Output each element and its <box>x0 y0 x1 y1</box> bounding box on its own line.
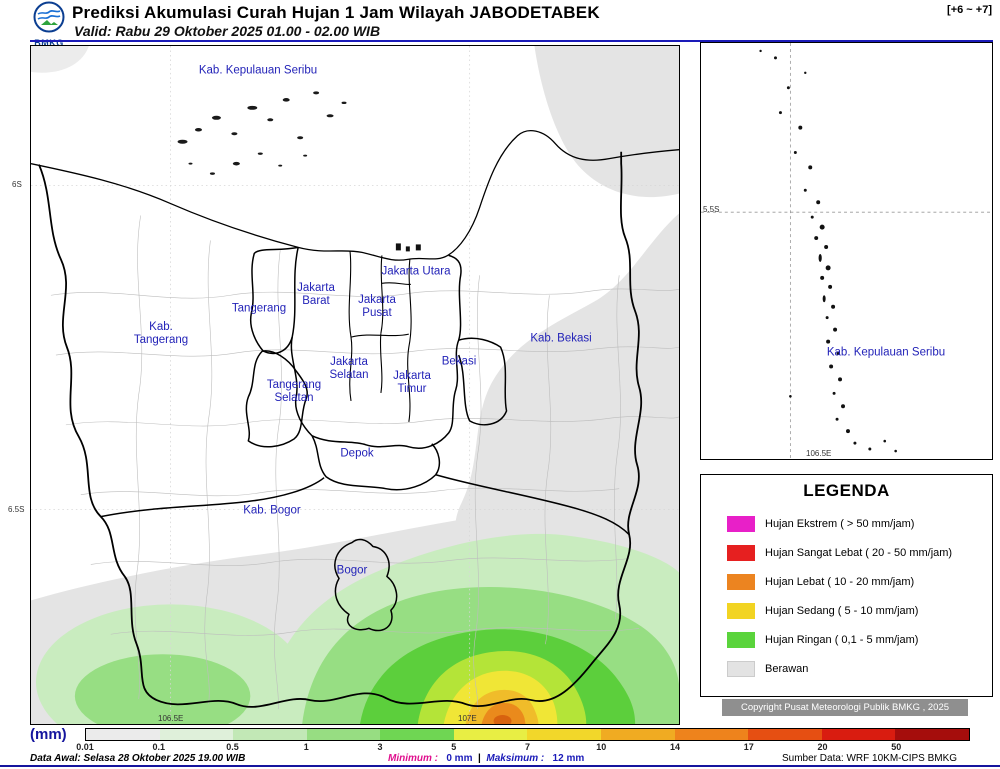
legend-label-lebat: Hujan Lebat ( 10 - 20 mm/jam) <box>765 575 915 588</box>
colorbar-tick: 0.5 <box>226 742 239 752</box>
colorbar-tick: 20 <box>817 742 828 752</box>
bmkg-logo-icon <box>33 1 65 33</box>
legend-title: LEGENDA <box>803 481 890 500</box>
region-label-bogor: Bogor <box>336 564 368 577</box>
legend-label-ekstrem: Hujan Ekstrem ( > 50 mm/jam) <box>765 517 915 530</box>
bottom-divider <box>0 765 1000 767</box>
axis-label-6s: 6S <box>12 180 22 189</box>
minimum-value: 0 mm <box>446 753 473 764</box>
legend-swatch-sedang <box>727 602 755 619</box>
inset-islands-group <box>759 49 897 453</box>
legend-label-berawan: Berawan <box>765 662 809 675</box>
legend-item: Hujan Lebat ( 10 - 20 mm/jam) <box>701 567 992 596</box>
inset-axis-label-5-5s: 5.5S <box>703 205 720 214</box>
data-awal-text: Data Awal: Selasa 28 Oktober 2025 19.00 … <box>30 753 246 764</box>
colorbar-segment <box>86 729 160 740</box>
page-title: Prediksi Akumulasi Curah Hujan 1 Jam Wil… <box>72 3 600 22</box>
colorbar-segment <box>601 729 675 740</box>
region-label-kab-tangerang: Kab. Tangerang <box>133 321 189 346</box>
region-label-jakarta-utara: Jakarta Utara <box>381 265 451 278</box>
colorbar-tick: 10 <box>596 742 607 752</box>
harbor-marks <box>395 243 421 252</box>
region-label-tangerang: Tangerang <box>231 302 287 315</box>
axis-label-106-5e: 106.5E <box>158 714 184 723</box>
colorbar-tick: 14 <box>670 742 681 752</box>
coastline-path <box>31 129 679 261</box>
colorbar-unit-label: (mm) <box>30 726 67 743</box>
minmax-separator: | <box>478 753 481 764</box>
region-label-jakarta-barat: Jakarta Barat <box>297 282 335 307</box>
inset-map-svg <box>701 43 992 459</box>
legend-swatch-sangat-lebat <box>727 544 755 561</box>
legend-swatch-ringan <box>727 631 755 648</box>
legend-panel: LEGENDA Hujan Ekstrem ( > 50 mm/jam) Huj… <box>700 474 993 697</box>
axis-label-107e: 107E <box>458 714 477 723</box>
colorbar-segment <box>674 729 749 740</box>
legend-label-ringan: Hujan Ringan ( 0,1 - 5 mm/jam) <box>765 633 919 646</box>
colorbar-ticks: 0.01 0.1 0.5 1 3 5 7 10 14 17 20 50 <box>76 742 970 752</box>
legend-item: Hujan Ekstrem ( > 50 mm/jam) <box>701 509 992 538</box>
colorbar-tick: 3 <box>377 742 383 752</box>
min-max-text: Minimum : 0 mm | Maksimum : 12 mm <box>388 753 584 764</box>
copyright-bar: Copyright Pusat Meteorologi Publik BMKG … <box>722 699 968 716</box>
region-label-kab-bogor: Kab. Bogor <box>243 504 301 517</box>
region-label-jakarta-timur: Jakarta Timur <box>393 370 431 395</box>
legend-swatch-berawan <box>727 660 755 677</box>
region-label-tangerang-selatan: Tangerang Selatan <box>266 379 322 404</box>
colorbar-segment <box>748 729 822 740</box>
region-label-kep-seribu: Kab. Kepulauan Seribu <box>198 64 318 77</box>
region-label-depok: Depok <box>340 447 374 460</box>
colorbar-tick: 1 <box>303 742 309 752</box>
legend-item: Berawan <box>701 654 992 683</box>
admin-boundaries <box>38 151 643 708</box>
subdistrict-boundaries <box>50 215 679 710</box>
islands-group <box>177 91 347 175</box>
legend-item: Hujan Ringan ( 0,1 - 5 mm/jam) <box>701 625 992 654</box>
legend-label-sedang: Hujan Sedang ( 5 - 10 mm/jam) <box>765 604 919 617</box>
colorbar-segment <box>233 729 307 740</box>
colorbar-tick: 50 <box>891 742 902 752</box>
valid-time: Valid: Rabu 29 Oktober 2025 01.00 - 02.0… <box>74 23 381 39</box>
region-label-bekasi: Bekasi <box>441 355 477 368</box>
legend-item: Hujan Sangat Lebat ( 20 - 50 mm/jam) <box>701 538 992 567</box>
region-label-kab-bekasi: Kab. Bekasi <box>530 332 592 345</box>
colorbar-segment <box>527 729 602 740</box>
header-divider <box>30 40 993 42</box>
colorbar-tick: 7 <box>524 742 531 752</box>
inset-map-frame: Kab. Kepulauan Seribu <box>700 42 993 460</box>
forecast-offset-badge: [+6 ~ +7] <box>947 4 992 16</box>
colorbar <box>85 728 970 741</box>
legend-swatch-ekstrem <box>727 515 755 532</box>
maksimum-value: 12 mm <box>552 753 585 764</box>
main-map-svg <box>31 46 679 724</box>
inset-region-label: Kab. Kepulauan Seribu <box>826 346 946 359</box>
rain-overlay <box>36 533 679 724</box>
colorbar-tick: 5 <box>451 742 457 752</box>
inset-graticule <box>701 43 992 459</box>
main-map-frame: Kab. Kepulauan Seribu Jakarta Utara Jaka… <box>30 45 680 725</box>
colorbar-tick: 17 <box>743 742 754 752</box>
legend-swatch-lebat <box>727 573 755 590</box>
bmkg-logo: BMKG <box>28 1 70 48</box>
colorbar-segment <box>821 729 896 740</box>
axis-label-6-5s: 6.5S <box>8 505 25 514</box>
legend-label-sangat-lebat: Hujan Sangat Lebat ( 20 - 50 mm/jam) <box>765 546 953 559</box>
colorbar-segment <box>453 729 528 740</box>
region-label-jakarta-selatan: Jakarta Selatan <box>329 356 369 381</box>
colorbar-segment <box>895 729 969 740</box>
sumber-data-text: Sumber Data: WRF 10KM-CIPS BMKG <box>782 753 958 764</box>
colorbar-tick: 0.01 <box>76 742 94 752</box>
colorbar-tick: 0.1 <box>152 742 165 752</box>
region-label-jakarta-pusat: Jakarta Pusat <box>358 294 396 319</box>
maksimum-label: Maksimum : <box>486 753 545 764</box>
colorbar-segment <box>159 729 234 740</box>
bmkg-logo-text: BMKG <box>34 38 64 48</box>
legend-item: Hujan Sedang ( 5 - 10 mm/jam) <box>701 596 992 625</box>
colorbar-segment <box>306 729 381 740</box>
minimum-label: Minimum : <box>388 753 438 764</box>
colorbar-segment <box>380 729 454 740</box>
inset-axis-label-106-5e: 106.5E <box>806 449 832 458</box>
